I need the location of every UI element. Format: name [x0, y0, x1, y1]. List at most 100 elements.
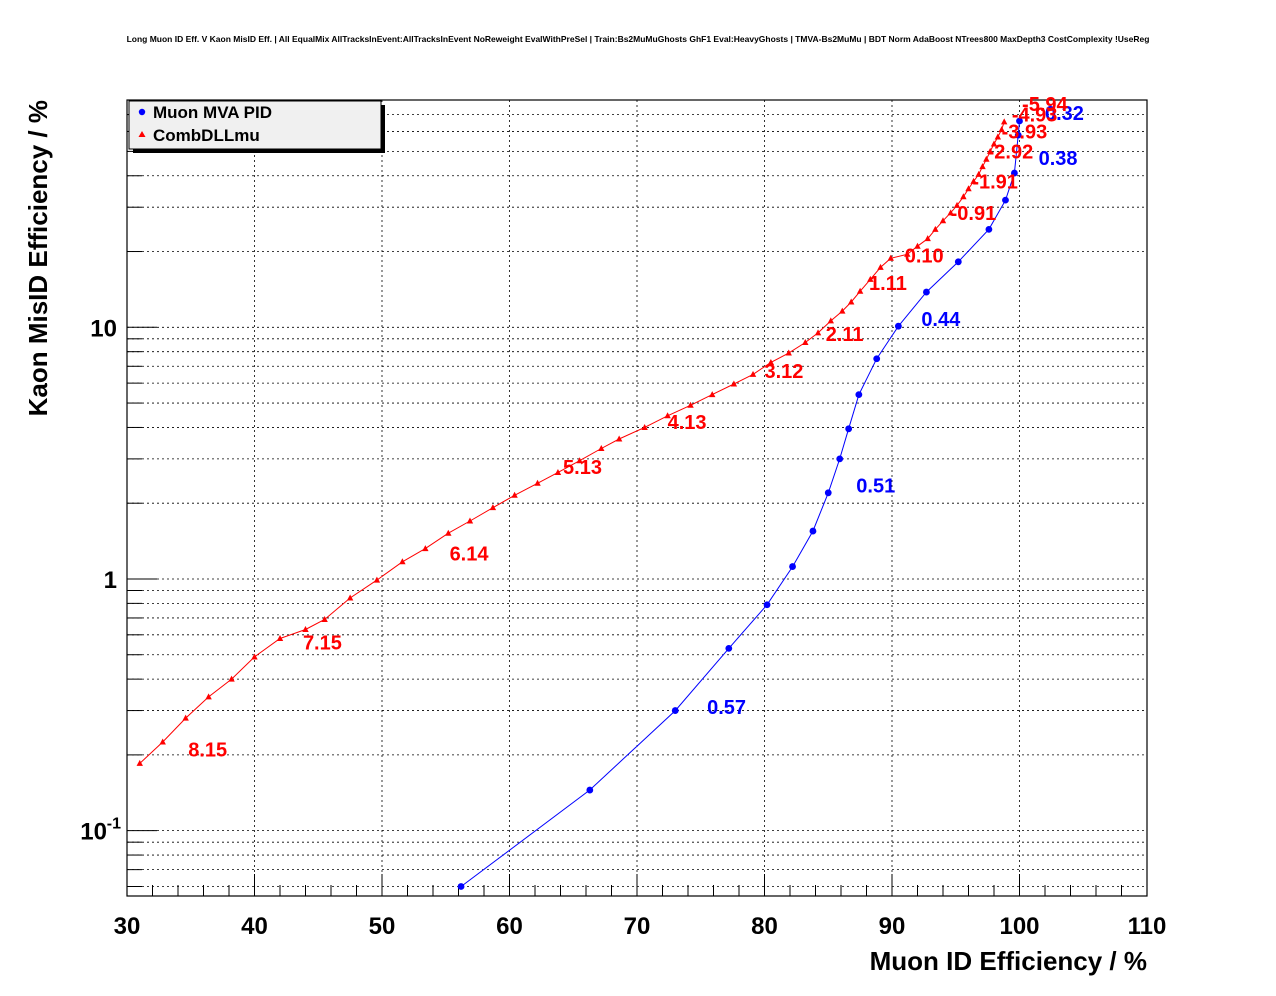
legend: Muon MVA PID CombDLLmu	[128, 100, 385, 153]
data-point-triangle	[848, 298, 855, 305]
data-point-triangle	[182, 714, 189, 721]
data-point-circle	[954, 258, 962, 266]
data-point-circle	[809, 527, 817, 535]
data-point-triangle	[986, 147, 994, 154]
data-point-triangle	[228, 675, 235, 682]
data-point-triangle	[489, 504, 497, 511]
data-point-triangle	[983, 155, 990, 162]
threshold-label: -5.94	[1022, 94, 1068, 116]
threshold-label: 0.57	[707, 697, 746, 719]
data-point-triangle	[867, 275, 874, 282]
data-point-circle	[789, 563, 796, 570]
series-line-0	[460, 120, 1020, 887]
threshold-label: 0.51	[856, 476, 895, 498]
x-tick-label: 110	[1128, 913, 1167, 940]
data-point-triangle	[709, 391, 716, 398]
data-point-triangle	[932, 225, 939, 232]
data-point-triangle	[924, 235, 931, 242]
data-point-triangle	[856, 287, 864, 294]
data-point-triangle	[827, 317, 834, 324]
y-axis-label: Kaon MisID Efficiency / %	[23, 100, 53, 416]
data-point-triangle	[687, 401, 694, 408]
data-point-triangle	[947, 209, 954, 216]
threshold-label: 0.32	[1045, 103, 1084, 125]
data-point-triangle	[814, 329, 822, 336]
legend-label-muon-mva-pid: Muon MVA PID	[153, 103, 272, 122]
y-tick-label: 1	[104, 567, 117, 594]
point-annotations: 0.57 0.51 0.44 0.38 0.32 8.15 7.15 6.14 5.13 4.13…	[188, 94, 1084, 761]
x-tick-label: 70	[624, 913, 651, 940]
data-point-triangle	[960, 193, 967, 200]
data-point-triangle	[422, 545, 429, 552]
series-lines	[139, 120, 1020, 887]
data-point-triangle	[990, 140, 998, 147]
data-point-triangle	[887, 254, 894, 261]
x-tick-labels: 30 40 50 60 70 80 90 100 110	[114, 913, 1167, 940]
threshold-label: 0.44	[921, 309, 961, 331]
data-point-triangle	[302, 625, 309, 632]
legend-marker-muon-mva-pid	[138, 108, 146, 116]
data-point-triangle	[576, 457, 583, 464]
plot-title: Long Muon ID Eff. V Kaon MisID Eff. | Al…	[127, 34, 1150, 44]
data-point-triangle	[767, 358, 775, 365]
threshold-label: 0.10	[905, 245, 944, 267]
threshold-label: 7.15	[303, 632, 342, 654]
data-point-triangle	[914, 242, 921, 249]
grid-lines	[127, 99, 1147, 896]
x-tick-label: 50	[369, 913, 396, 940]
data-point-triangle	[998, 126, 1005, 133]
x-tick-label: 90	[879, 913, 906, 940]
data-point-triangle	[802, 339, 809, 346]
data-point-triangle	[970, 177, 977, 184]
x-tick-label: 40	[241, 913, 268, 940]
x-tick-label: 30	[114, 913, 141, 940]
data-point-circle	[824, 489, 832, 497]
data-point-circle	[725, 644, 733, 652]
threshold-label: 4.13	[668, 412, 707, 434]
data-point-triangle	[205, 693, 212, 700]
data-point-circle	[1014, 131, 1022, 139]
data-point-circle	[855, 391, 863, 399]
data-point-triangle	[965, 185, 972, 192]
legend-marker-combdllmu	[138, 131, 146, 137]
data-point-triangle	[136, 759, 143, 766]
legend-label-combdllmu: CombDLLmu	[153, 126, 260, 145]
threshold-label: 3.12	[765, 361, 804, 383]
threshold-label: -0.91	[951, 203, 997, 225]
data-point-circle	[985, 225, 993, 233]
data-point-triangle	[877, 263, 884, 270]
data-point-triangle	[1001, 118, 1008, 125]
legend-box	[128, 100, 382, 150]
y-tick-exponent: -1	[107, 816, 121, 833]
threshold-label: 6.14	[450, 544, 490, 566]
data-point-triangle	[445, 529, 452, 536]
data-point-triangle	[511, 491, 518, 498]
threshold-label: 0.38	[1039, 148, 1078, 170]
data-point-triangle	[251, 653, 258, 660]
axis-ticks	[126, 99, 1148, 896]
data-point-triangle	[554, 468, 562, 475]
data-point-triangle	[953, 201, 961, 208]
data-point-triangle	[615, 435, 623, 442]
data-point-circle	[1011, 169, 1018, 177]
data-point-triangle	[276, 635, 284, 642]
threshold-label: 2.11	[826, 324, 864, 346]
data-point-triangle	[979, 163, 986, 170]
threshold-label: -4.93	[1012, 105, 1058, 127]
data-point-circle	[873, 355, 881, 363]
data-point-triangle	[399, 558, 406, 565]
data-point-triangle	[839, 307, 846, 314]
data-point-triangle	[904, 250, 911, 257]
y-tick-label: 10	[80, 819, 107, 846]
data-point-circle	[1002, 196, 1009, 204]
data-point-triangle	[664, 412, 671, 419]
data-point-triangle	[994, 133, 1002, 140]
data-point-triangle	[373, 576, 381, 583]
x-tick-label: 100	[999, 913, 1039, 940]
data-point-triangle	[346, 594, 354, 601]
threshold-label: -2.92	[988, 141, 1034, 163]
data-point-circle	[671, 707, 679, 714]
data-point-triangle	[466, 517, 474, 524]
data-point-circle	[763, 601, 771, 609]
